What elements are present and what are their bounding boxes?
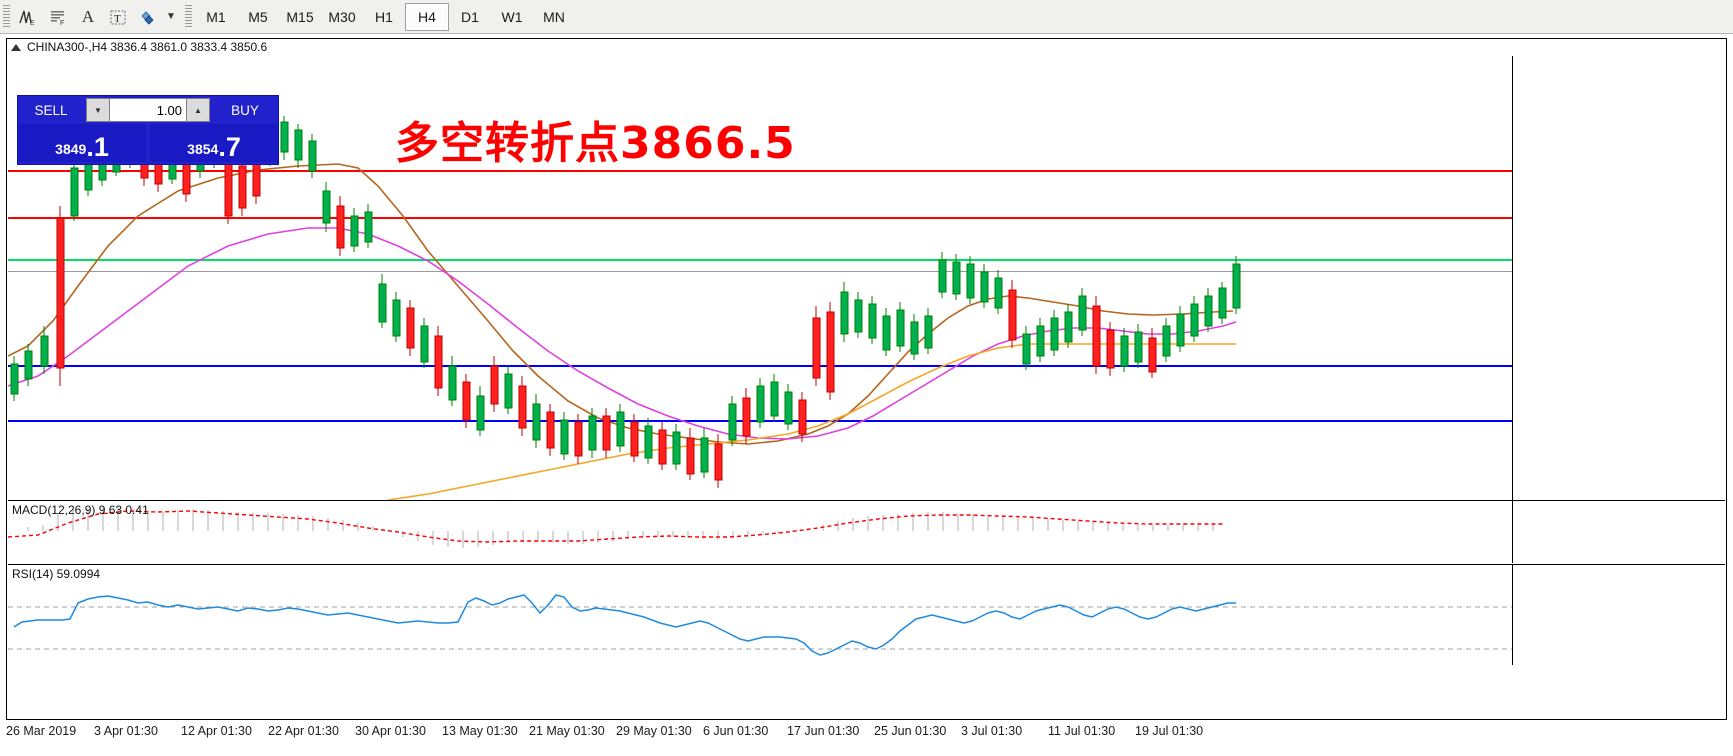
macd-axis[interactable]: 90.86 0.00 -107.3	[1510, 501, 1725, 563]
timeframe-w1[interactable]: W1	[501, 8, 523, 25]
main-toolbar: E F A T ▼ M1 M5 M15 M30 H1 H4 D1 W1 MN	[0, 0, 1733, 34]
time-axis[interactable]: 26 Mar 2019 3 Apr 01:30 12 Apr 01:30 22 …	[6, 722, 1727, 748]
buy-price-decimal: .7	[218, 132, 241, 162]
timeframe-d1[interactable]: D1	[461, 8, 479, 25]
buy-price[interactable]: 3854 .7	[150, 124, 278, 162]
time-tick: 19 Jul 01:30	[1135, 724, 1204, 738]
price-axis-separator	[1512, 56, 1513, 500]
rsi-axis[interactable]: 100 70 30	[1510, 565, 1725, 665]
timeframe-m1[interactable]: M1	[206, 8, 226, 25]
last-price-line	[8, 271, 1512, 272]
time-tick: 11 Jul 01:30	[1048, 724, 1116, 738]
volume-input[interactable]: 1.00	[110, 98, 186, 122]
sell-price-integer: 3849	[55, 141, 87, 157]
ma-magenta-line	[8, 227, 1237, 440]
trade-prices-row: 3849 .1 3854 .7	[18, 124, 278, 162]
price-axis[interactable]: 4122.0 4057.0 3991.0 3795.0 3729.0 3664.…	[1510, 56, 1725, 500]
timeframe-h4[interactable]: H4	[405, 2, 449, 31]
time-tick: 3 Apr 01:30	[94, 724, 158, 738]
timeframe-mn[interactable]: MN	[543, 8, 565, 25]
macd-axis-separator	[1512, 501, 1513, 563]
rsi-pane[interactable]: RSI(14) 59.0994 100 70 30	[8, 564, 1725, 665]
sell-button[interactable]: SELL	[34, 102, 68, 118]
symbol-ohlc-text: CHINA300-,H4 3836.4 3861.0 3833.4 3850.6	[27, 40, 268, 54]
time-tick: 30 Apr 01:30	[355, 724, 426, 738]
time-tick: 25 Jun 01:30	[874, 724, 947, 738]
volume-increment-icon[interactable]: ▲	[186, 98, 210, 122]
chart-annotation-text: 多空转折点3866.5	[395, 118, 796, 169]
macd-signal-line	[8, 510, 1223, 543]
timeframe-m30[interactable]: M30	[328, 8, 356, 25]
sell-price-decimal: .1	[86, 132, 109, 162]
time-tick: 6 Jun 01:30	[703, 724, 769, 738]
rsi-label: RSI(14) 59.0994	[12, 567, 101, 581]
support-line-3710	[8, 365, 1512, 367]
symbol-info-bar: CHINA300-,H4 3836.4 3861.0 3833.4 3850.6	[7, 39, 1726, 55]
indicators-icon[interactable]: E	[13, 3, 43, 31]
time-tick: 22 Apr 01:30	[268, 724, 339, 738]
macd-pane[interactable]: MACD(12,26,9) 9.63 0.41	[8, 500, 1725, 563]
chevron-down-icon[interactable]: ▼	[166, 11, 176, 22]
resistance-line-4000	[8, 170, 1512, 172]
macd-label: MACD(12,26,9) 9.63 0.41	[12, 503, 149, 517]
timeframe-m5[interactable]: M5	[248, 8, 268, 25]
rsi-line	[13, 594, 1236, 656]
plot-area[interactable]: 4122.0 4057.0 3991.0 3795.0 3729.0 3664.…	[8, 56, 1725, 718]
time-tick: 3 Jul 01:30	[961, 724, 1023, 738]
timeframe-m15[interactable]: M15	[286, 8, 314, 25]
rsi-axis-separator	[1512, 565, 1513, 665]
svg-text:T: T	[114, 13, 121, 25]
trade-controls-row: SELL ▼ 1.00 ▲ BUY	[18, 96, 278, 124]
time-tick: 21 May 01:30	[529, 724, 605, 738]
templates-icon[interactable]: F	[43, 3, 73, 31]
time-tick: 29 May 01:30	[616, 724, 692, 738]
macd-series	[8, 507, 1223, 548]
svg-text:F: F	[60, 20, 64, 27]
toolbar-grip[interactable]	[3, 4, 10, 29]
svg-text:E: E	[30, 20, 35, 27]
volume-stepper[interactable]: ▼ 1.00 ▲	[86, 98, 210, 122]
volume-decrement-icon[interactable]: ▼	[86, 98, 110, 122]
objects-icon[interactable]	[133, 3, 163, 31]
ma-brown-line	[8, 163, 1234, 445]
time-tick: 17 Jun 01:30	[787, 724, 860, 738]
chart-window[interactable]: CHINA300-,H4 3836.4 3861.0 3833.4 3850.6	[6, 38, 1727, 720]
time-tick: 12 Apr 01:30	[181, 724, 252, 738]
resistance-line-3924	[8, 217, 1512, 219]
time-tick: 26 Mar 2019	[6, 724, 77, 738]
collapse-triangle-icon[interactable]	[11, 43, 21, 51]
one-click-trading-panel[interactable]: SELL ▼ 1.00 ▲ BUY 3849 .1 3854 .7	[17, 95, 279, 165]
sell-price[interactable]: 3849 .1	[18, 124, 148, 162]
timeframe-grip[interactable]	[185, 4, 192, 29]
rsi-series	[8, 594, 1512, 656]
text-label-icon[interactable]: T	[103, 3, 133, 31]
time-tick: 13 May 01:30	[442, 724, 518, 738]
buy-button[interactable]: BUY	[231, 102, 259, 118]
timeframe-h1[interactable]: H1	[375, 8, 393, 25]
text-tool-icon[interactable]: A	[81, 6, 95, 26]
buy-price-integer: 3854	[187, 141, 219, 157]
pivot-line-3866	[8, 259, 1512, 261]
